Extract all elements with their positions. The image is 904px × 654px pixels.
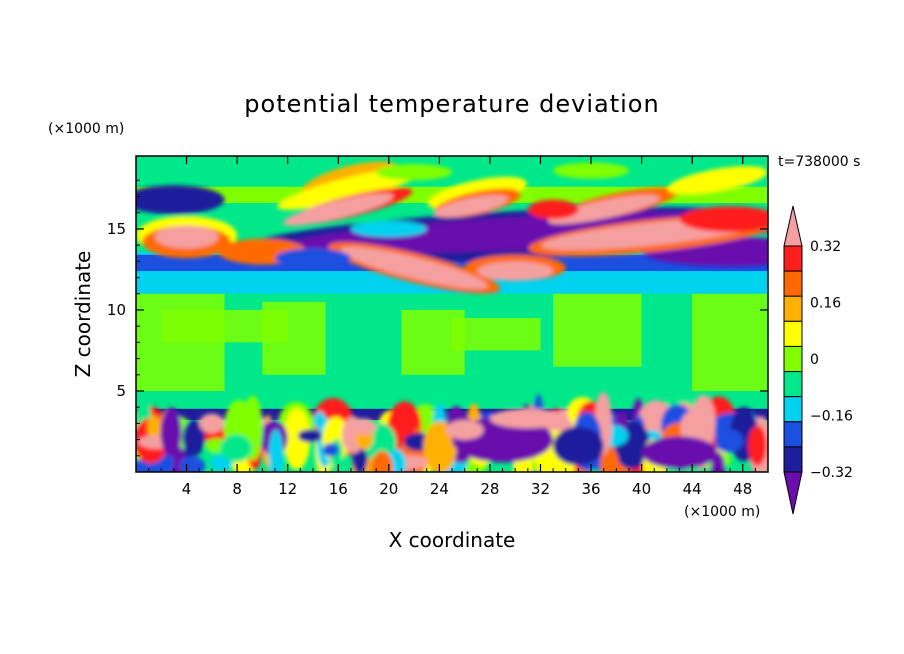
x-tick-label-0: 4 [182,480,192,498]
colorbar-box-6 [783,396,803,423]
cell-99 [283,408,311,470]
colorbar-tick-label-1: 0.16 [810,296,841,312]
colorbar-tick-label-4: −0.32 [810,465,853,481]
streak-26 [527,199,579,220]
mid-patch-6 [452,318,541,351]
mid-patch-3 [553,293,642,367]
x-tick-label-9: 40 [632,480,651,498]
low-feature-2 [553,426,604,466]
cell-104 [182,419,205,457]
colorbar-box-7 [783,421,803,448]
x-tick-label-8: 36 [581,480,600,498]
cell-145 [680,411,703,444]
low-feature-6 [445,420,484,440]
streak-14 [667,166,768,195]
x-tick-label-2: 12 [278,480,297,498]
colorbar-box-1 [783,270,803,297]
cell-159 [322,443,340,457]
streak-25 [679,206,768,233]
x-tick-label-3: 16 [329,480,348,498]
streak-13 [548,194,660,225]
time-label: t=738000 s [778,154,860,170]
cell-140 [297,429,323,443]
field-band-0 [136,156,768,189]
colorbar-tick-label-2: 0 [810,352,819,368]
y-unit-label: (×1000 m) [48,121,124,137]
streak-11 [433,195,509,218]
colorbar-bottom-arrow [783,471,803,515]
streak-27 [275,248,351,268]
x-tick-label-4: 20 [379,480,398,498]
y-tick-label-0: 5 [116,382,126,400]
x-tick-label-11: 48 [733,480,752,498]
streak-28 [350,220,427,238]
mid-patch-5 [161,309,288,343]
colorbar-tick-label-3: −0.16 [810,409,853,425]
colorbar-top-arrow [783,205,803,247]
cell-154 [370,450,394,472]
low-feature-5 [350,418,377,435]
streak-8 [283,193,394,226]
x-tick-label-6: 28 [480,480,499,498]
contour-field [136,156,768,472]
streak-22 [477,261,554,281]
y-axis-label: Z coordinate [71,251,95,378]
chart-title: potential temperature deviation [244,90,659,118]
x-tick-label-10: 44 [683,480,702,498]
colorbar-box-2 [783,295,803,322]
streak-20 [340,246,488,289]
y-tick-label-2: 15 [107,220,126,238]
y-ticks: 5 10 15 [107,179,768,457]
cell-128 [748,425,767,466]
colorbar: 0.32 0.16 0 −0.16 −0.32 [783,205,853,515]
x-axis-label: X coordinate [389,528,516,552]
x-ticks: 4 8 12 16 20 24 28 32 36 40 44 48 [148,156,756,498]
cell-125 [268,429,284,472]
streak-30 [376,164,452,181]
colorbar-box-8 [783,446,803,473]
colorbar-box-0 [783,245,803,272]
mid-patch-4 [692,293,768,391]
x-tick-label-5: 24 [430,480,449,498]
x-unit-label: (×1000 m) [684,504,760,520]
cell-109 [314,411,326,430]
cell-124 [147,415,161,441]
low-feature-1 [641,436,718,469]
colorbar-box-4 [783,345,803,373]
low-feature-3 [489,408,566,429]
streak-17 [154,225,219,249]
x-tick-label-7: 32 [531,480,550,498]
y-tick-label-1: 10 [107,301,126,319]
low-feature-4 [199,413,225,434]
colorbar-box-5 [783,371,803,398]
streak-29 [553,162,629,179]
cell-117 [714,429,744,453]
x-tick-label-1: 8 [232,480,242,498]
colorbar-box-3 [783,320,803,347]
colorbar-tick-label-0: 0.32 [810,239,841,255]
upper-streaks [136,161,768,294]
streak-3 [136,185,225,215]
cell-158 [220,434,252,463]
cell-152 [160,407,182,457]
lower-mixed-cells [136,391,768,472]
